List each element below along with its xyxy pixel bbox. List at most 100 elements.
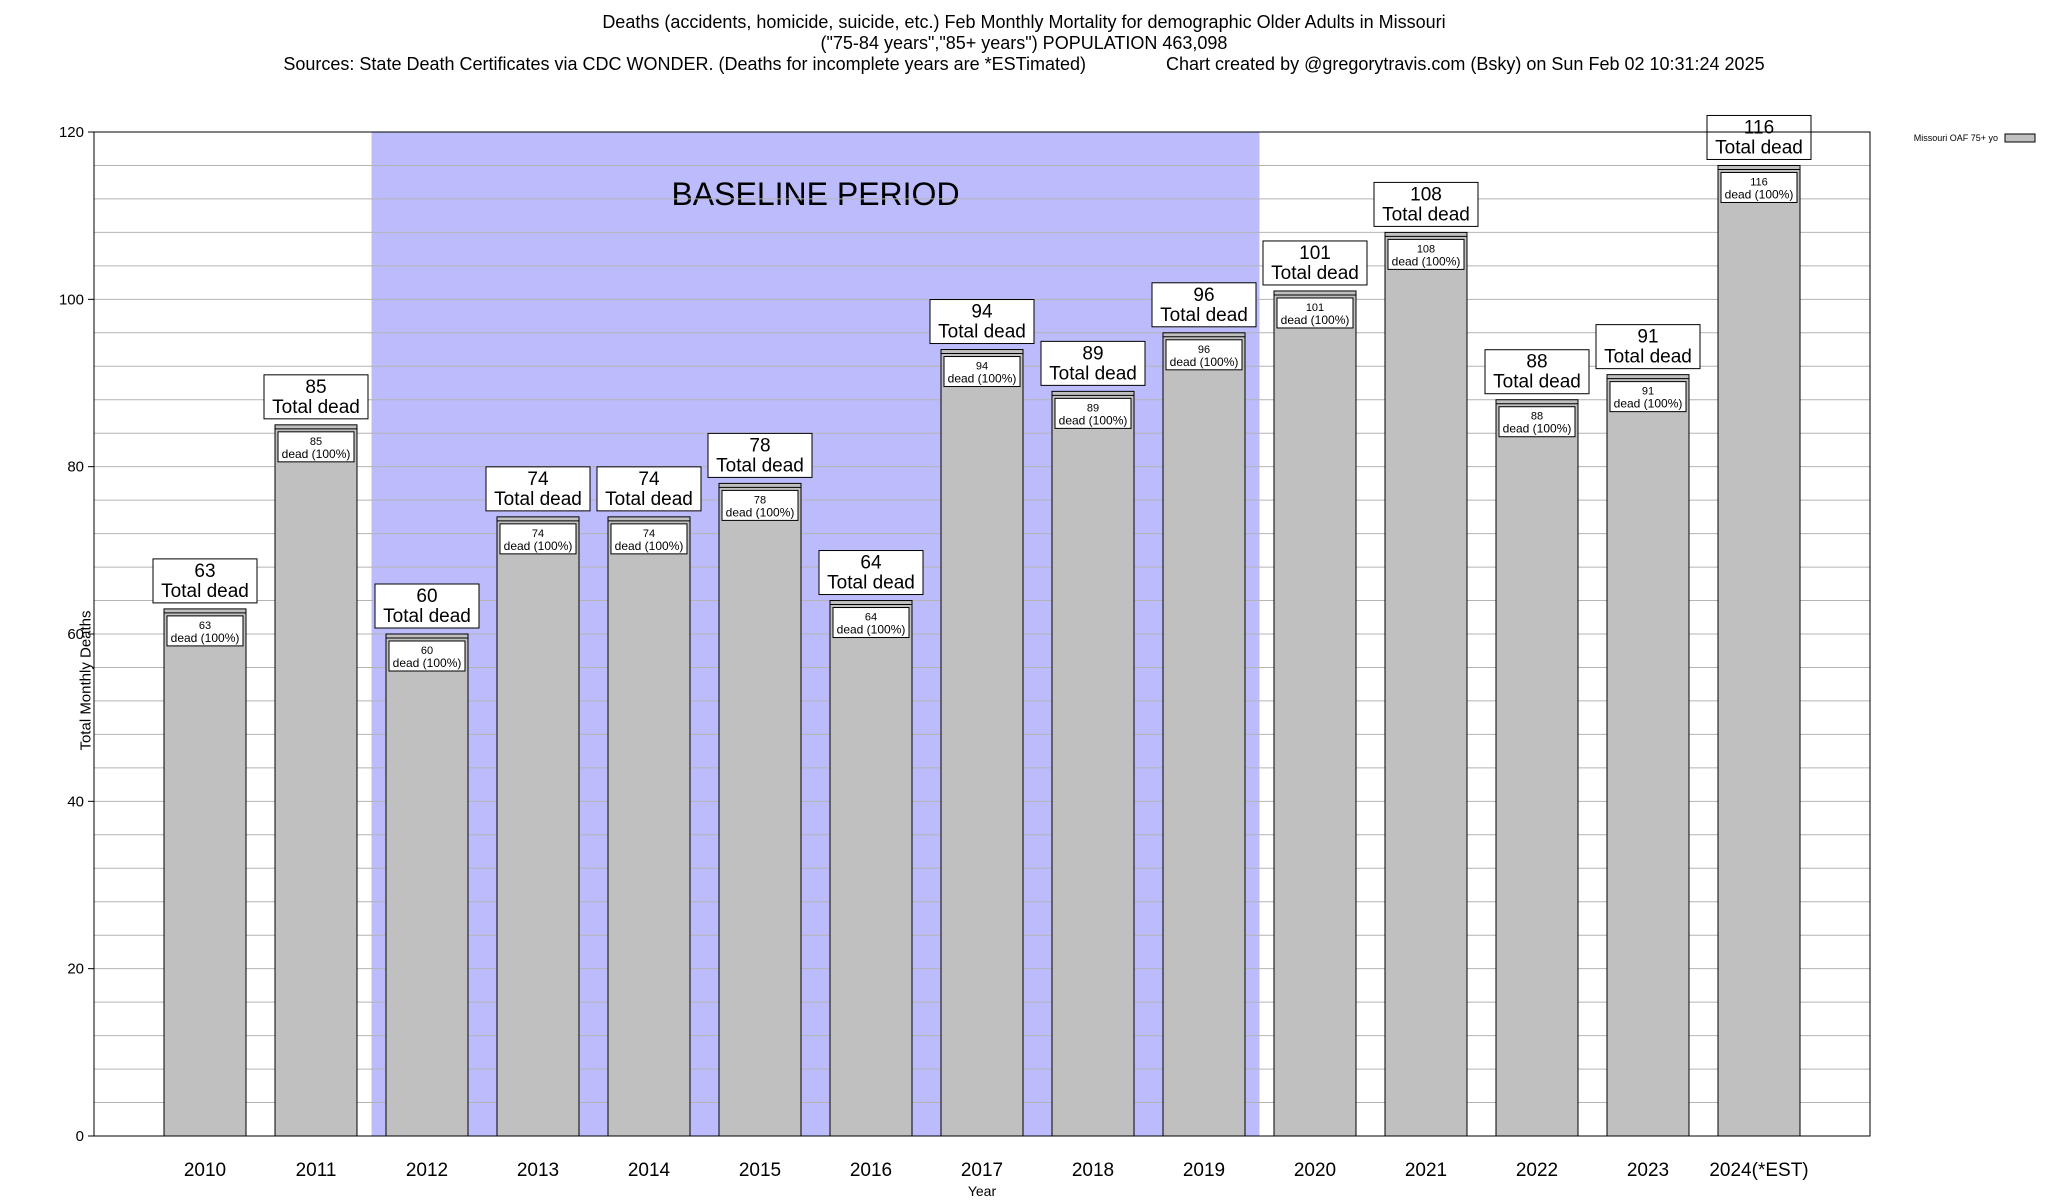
bar-inner-label: dead (100%) [171,631,240,645]
bar-total-label-box [374,583,480,629]
baseline-period-label: BASELINE PERIOD [671,176,959,212]
bar-inner-value: 89 [1087,402,1099,414]
bar-total-value: 88 [1526,352,1547,373]
y-tick-label: 120 [59,124,84,141]
bar-inner-label-box [1054,397,1132,429]
bar-inner-label: dead (100%) [1614,397,1683,411]
bar-inner-value: 64 [865,612,877,624]
bar-total-label: Total dead [938,322,1026,343]
bar-inner-label: dead (100%) [1392,254,1461,268]
bar-total-label: Total dead [1271,263,1359,284]
x-axis-label: Year [968,1183,997,1199]
bar-inner-label-box [943,356,1021,388]
bar-total-label: Total dead [272,397,360,418]
x-tick-label: 2012 [406,1160,448,1181]
x-tick-label: 2014 [628,1160,671,1181]
bar [940,349,1024,1137]
bar-inner-label-box [1609,381,1687,413]
bar-total-label-box [1040,340,1146,386]
bar [1051,390,1135,1137]
y-tick-label: 0 [76,1128,84,1145]
bar-total-label-box [152,558,258,604]
bar-total-value: 94 [971,302,993,323]
title-line-2: ("75-84 years","85+ years") POPULATION 4… [820,33,1228,53]
title-line-3: Sources: State Death Certificates via CD… [283,54,1765,74]
bar-total-label: Total dead [383,606,471,627]
bar [163,608,247,1137]
bar [1606,374,1690,1137]
bar-total-label: Total dead [605,489,693,510]
bar-inner-value: 60 [421,645,433,657]
bar-total-label-box [818,550,924,596]
x-tick-label: 2018 [1072,1160,1114,1181]
bar-inner-label: dead (100%) [1059,413,1128,427]
bar-inner-value: 74 [532,528,544,540]
bar-total-label-box [1595,324,1701,370]
bar-inner-value: 85 [310,436,322,448]
bar-total-label-box [929,299,1035,345]
x-tick-label: 2024(*EST) [1709,1160,1808,1181]
bar-total-label-box [1262,240,1368,286]
bar-inner-value: 108 [1417,243,1435,255]
bar-total-label: Total dead [827,573,915,594]
bar-total-label: Total dead [161,581,249,602]
bar-inner-label: dead (100%) [393,656,462,670]
bar-inner-value: 94 [976,361,988,373]
bar-total-label: Total dead [1049,363,1137,384]
bar-inner-label-box [832,607,910,639]
bar-total-label: Total dead [494,489,582,510]
bar-inner-value: 74 [643,528,655,540]
chart-title: Deaths (accidents, homicide, suicide, et… [0,12,2048,75]
bar [496,516,580,1137]
bar-inner-label: dead (100%) [282,447,351,461]
bar-inner-label-box [610,523,688,555]
bar-inner-label: dead (100%) [504,539,573,553]
bar-total-value: 85 [305,377,326,398]
bar-total-label: Total dead [1715,137,1803,158]
bar-inner-value: 63 [199,620,211,632]
bar-inner-label-box [1276,297,1354,329]
bar-total-label: Total dead [1604,347,1692,368]
x-tick-label: 2019 [1183,1160,1225,1181]
bar-inner-label-box [388,640,466,672]
bar-inner-label-box [1720,171,1798,203]
bar [829,600,913,1137]
bar-inner-value: 96 [1198,344,1210,356]
bar-total-value: 101 [1299,243,1331,264]
x-tick-label: 2023 [1627,1160,1669,1181]
legend: Missouri OAF 75+ yo [1914,133,2036,143]
bar-total-value: 64 [860,553,882,574]
bar-total-value: 78 [749,435,770,456]
bar-total-value: 91 [1637,327,1658,348]
bar-total-label-box [263,374,369,420]
bar-inner-label: dead (100%) [1170,355,1239,369]
y-tick-label: 20 [67,961,84,978]
bar-total-value: 74 [527,469,549,490]
bar-inner-label-box [1498,406,1576,438]
x-tick-label: 2021 [1405,1160,1447,1181]
bar-total-value: 116 [1744,117,1774,138]
x-tick-label: 2010 [184,1160,226,1181]
x-tick-label: 2015 [739,1160,781,1181]
bar-total-label: Total dead [1493,372,1581,393]
bar-inner-value: 78 [754,494,766,506]
bar-total-label-box [596,466,702,512]
bar-total-label-box [1373,181,1479,227]
bar-inner-value: 91 [1642,386,1654,398]
x-tick-label: 2017 [961,1160,1003,1181]
bar-total-label: Total dead [1160,305,1248,326]
bar-total-value: 96 [1193,285,1214,306]
bar-total-label-box [485,466,591,512]
bar-inner-label-box [277,431,355,463]
bar-inner-label-box [721,489,799,521]
bar-inner-label: dead (100%) [726,505,795,519]
bar-inner-label: dead (100%) [1725,187,1794,201]
y-tick-label: 80 [67,459,84,476]
bar-inner-label: dead (100%) [615,539,684,553]
bar-inner-label: dead (100%) [837,623,906,637]
bar [1162,332,1246,1137]
x-tick-label: 2020 [1294,1160,1336,1181]
bar-inner-value: 116 [1750,176,1768,188]
bar-total-label-box [1484,349,1590,395]
